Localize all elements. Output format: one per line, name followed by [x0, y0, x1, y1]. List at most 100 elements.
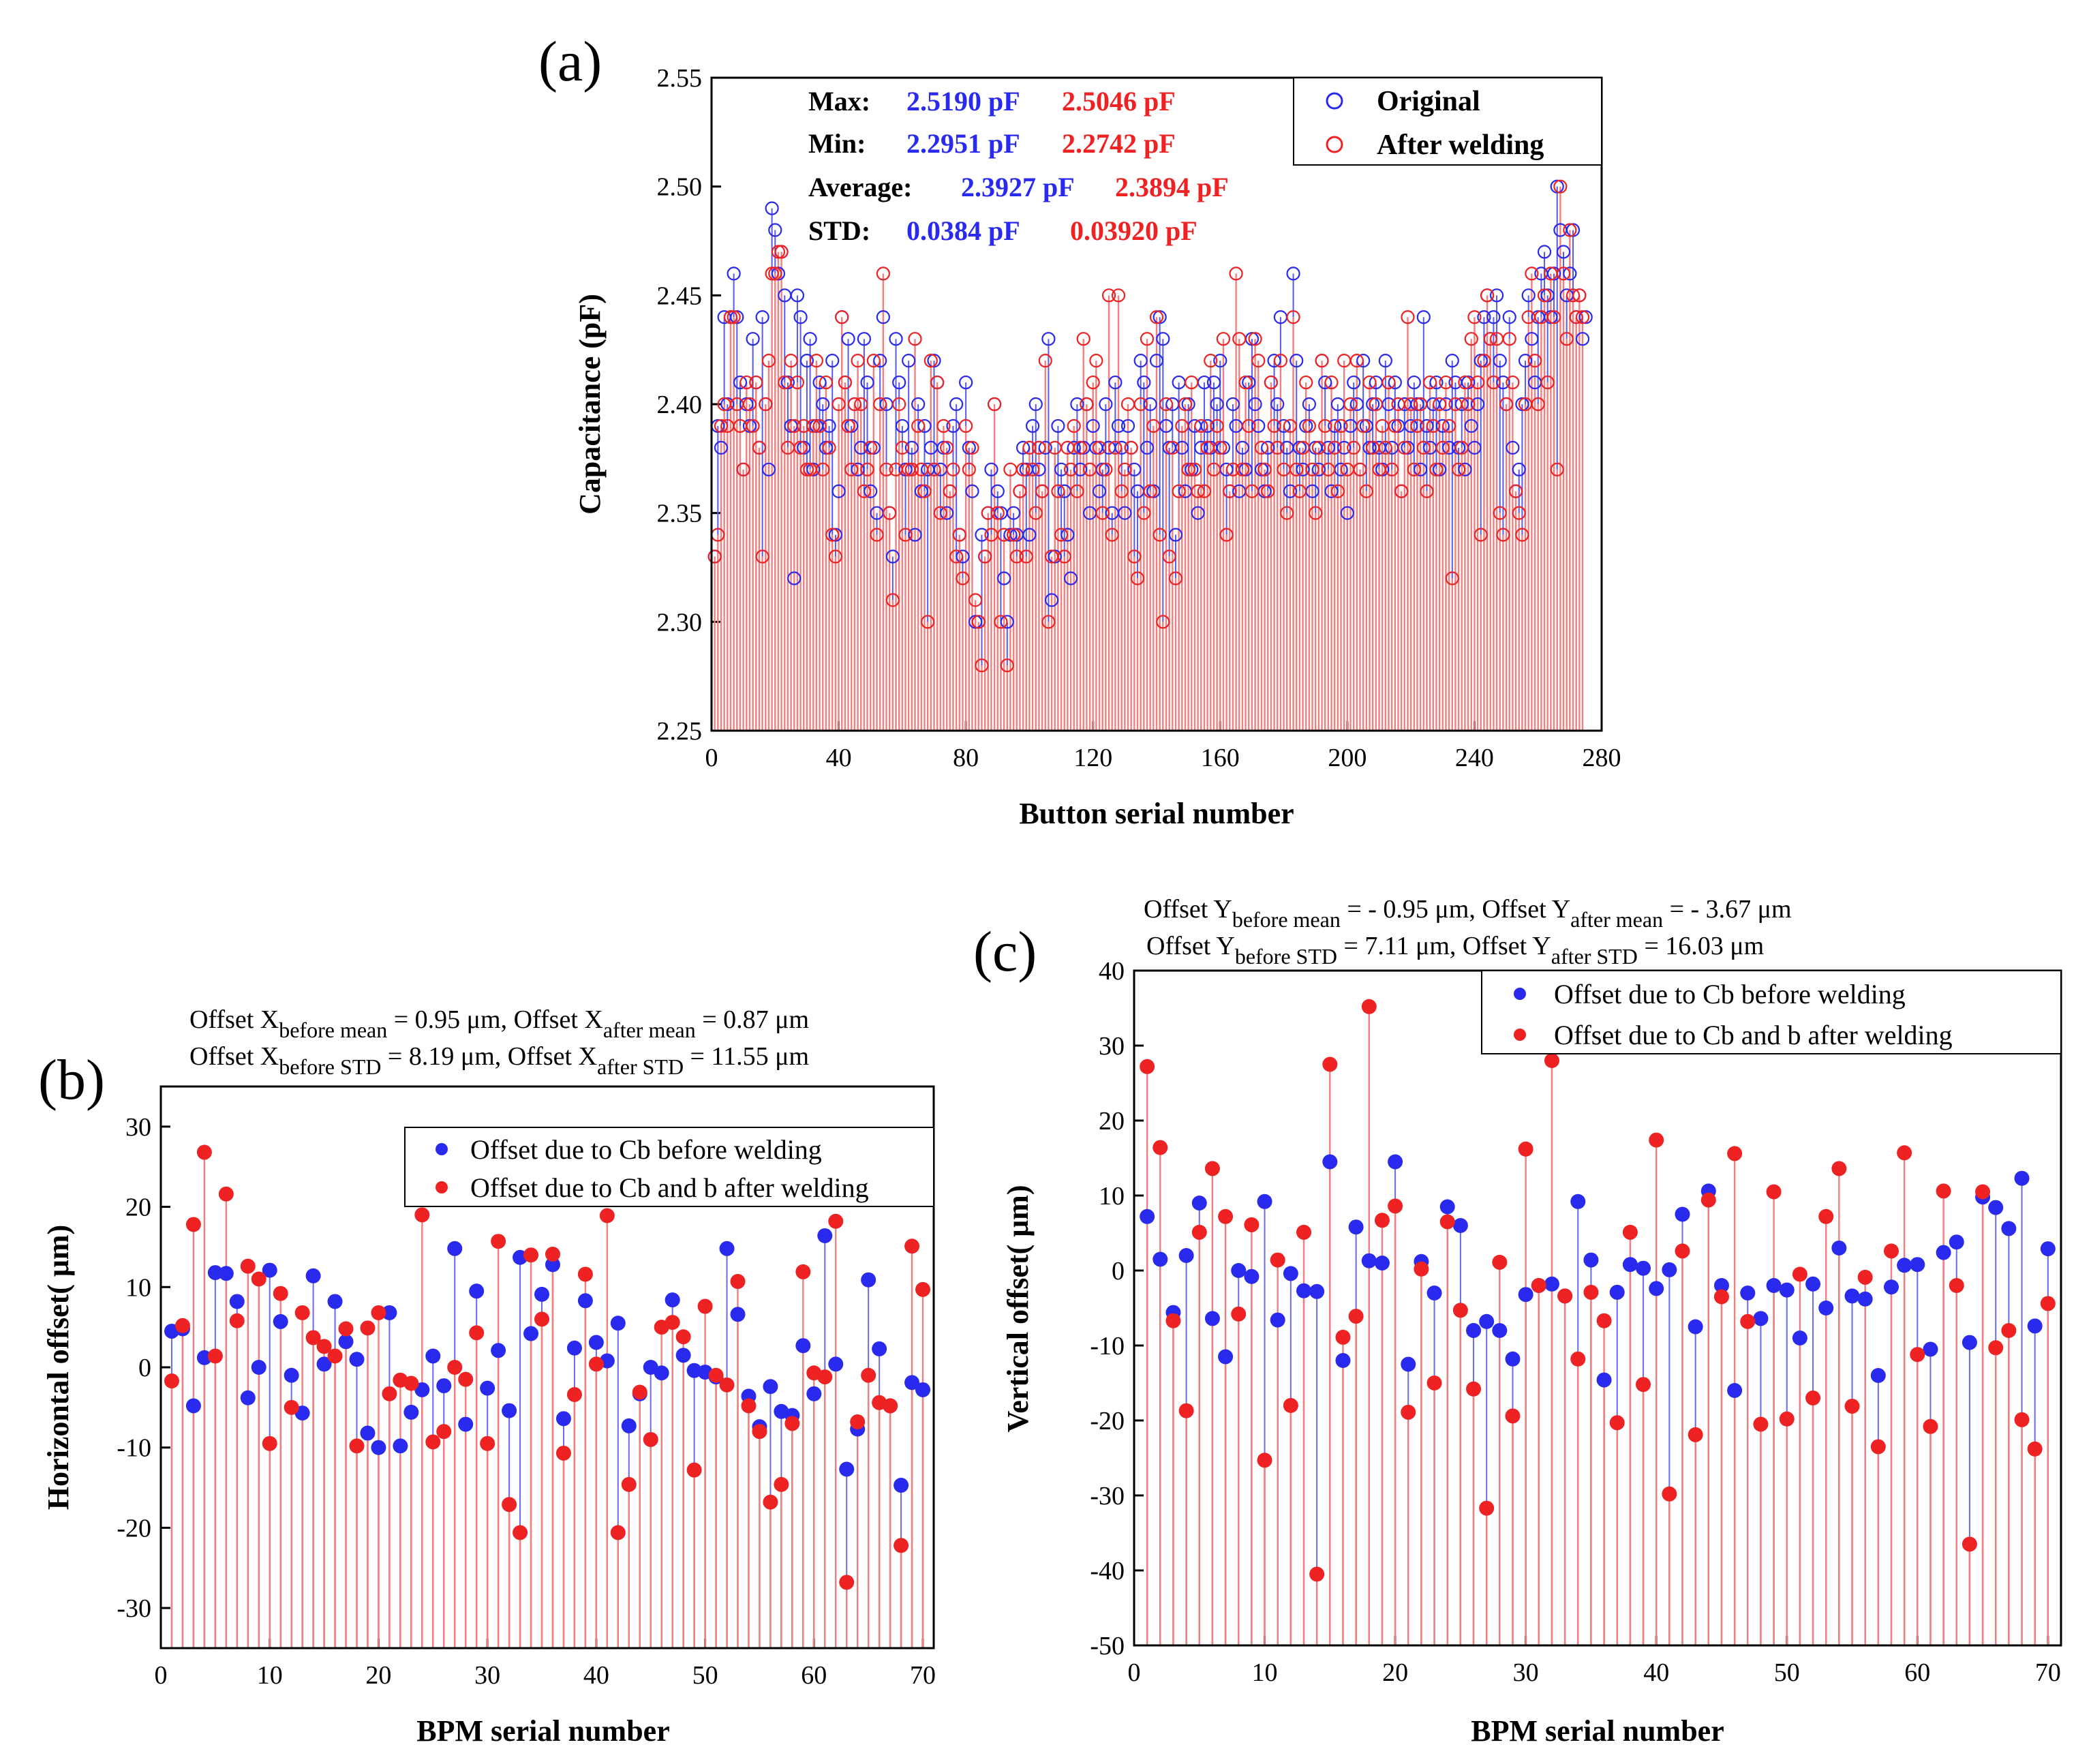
after-point: [911, 419, 926, 434]
original-point: [1299, 419, 1313, 434]
original-point: [1048, 549, 1062, 564]
original-point: [927, 354, 941, 368]
before-point: [1949, 1234, 1964, 1250]
original-point: [1022, 528, 1037, 542]
after-point: [1348, 1309, 1364, 1324]
original-point: [768, 223, 782, 237]
after-point: [1244, 1217, 1260, 1232]
legend-original-label: Original: [1377, 86, 1480, 117]
after-point: [1296, 1224, 1312, 1240]
after-point: [1362, 375, 1377, 390]
after-point: [327, 1348, 343, 1364]
after-point: [1388, 1198, 1403, 1214]
after-point: [1289, 462, 1304, 476]
after-point: [1070, 484, 1084, 498]
after-point: [1216, 332, 1231, 346]
after-point: [1675, 1243, 1690, 1259]
panel-b-xtick-label: 60: [801, 1661, 827, 1690]
before-point: [1583, 1252, 1599, 1268]
after-point: [1028, 506, 1043, 520]
original-point: [1518, 354, 1533, 368]
original-point: [739, 397, 754, 412]
after-point: [1035, 484, 1050, 498]
after-point: [1089, 354, 1103, 368]
after-point: [1270, 1252, 1285, 1268]
after-point: [1257, 462, 1272, 476]
original-point: [1251, 419, 1266, 434]
original-point: [1435, 419, 1450, 434]
original-point: [1296, 462, 1310, 476]
before-point: [904, 1375, 920, 1390]
after-point: [746, 419, 760, 434]
after-point: [1544, 1053, 1559, 1068]
after-point: [1080, 397, 1094, 412]
after-point: [1700, 1192, 1716, 1208]
original-point: [1349, 397, 1364, 412]
after-point: [1537, 288, 1552, 303]
min-original: 2.2951 pF: [906, 128, 1020, 159]
after-point: [797, 419, 811, 434]
panel-b-plot: 0 10 20 30 40 50 60 70 -30 -20 -10 0 10 20 30: [117, 1113, 936, 1690]
after-point: [1570, 1351, 1586, 1367]
panel-c-xtick-label: 20: [1382, 1658, 1408, 1687]
after-point: [1009, 549, 1024, 564]
stat-b1-s2: after mean: [603, 1018, 696, 1042]
after-point: [1349, 354, 1364, 368]
after-point: [1426, 419, 1440, 434]
before-point: [1740, 1286, 1756, 1301]
original-point: [908, 528, 922, 542]
before-point: [305, 1268, 321, 1283]
after-point: [940, 440, 954, 455]
before-point: [1727, 1383, 1743, 1398]
original-point: [904, 440, 919, 455]
original-point: [873, 354, 887, 368]
after-point: [1622, 1224, 1638, 1240]
panel-b-ytick-label: -10: [117, 1434, 151, 1463]
after-point: [741, 1398, 757, 1414]
after-point: [1140, 332, 1155, 346]
legend-after-marker: [1326, 136, 1343, 153]
before-point: [1492, 1323, 1508, 1338]
panel-c-xtick-label: 0: [1128, 1658, 1141, 1687]
after-point: [1168, 571, 1183, 586]
original-point: [902, 354, 916, 368]
after-point: [207, 1348, 223, 1364]
before-point: [577, 1293, 593, 1309]
original-point: [959, 375, 973, 390]
original-point: [755, 310, 769, 324]
original-point: [1356, 354, 1371, 368]
original-point: [1410, 397, 1424, 412]
original-point: [889, 332, 903, 346]
original-point: [936, 440, 951, 455]
before-point: [1936, 1245, 1951, 1260]
after-point: [185, 1217, 201, 1232]
after-point: [1101, 288, 1116, 303]
after-point: [480, 1435, 495, 1451]
original-point: [780, 375, 795, 390]
after-point: [895, 440, 909, 455]
original-point: [730, 310, 744, 324]
after-point: [577, 1266, 593, 1282]
original-point: [1210, 397, 1224, 412]
after-point: [1382, 375, 1396, 390]
after-point: [686, 1462, 702, 1478]
after-point: [1175, 419, 1189, 434]
original-point: [1286, 267, 1300, 281]
after-point: [513, 1525, 528, 1540]
panel-c-stats-std: Offset Ybefore STD = 7.11 μm, Offset Yaf…: [1146, 932, 1764, 969]
original-point: [1206, 375, 1221, 390]
after-point: [1727, 1146, 1743, 1161]
panel-c-xtick-label: 30: [1513, 1658, 1539, 1687]
after-point: [1156, 615, 1170, 629]
after-point: [1857, 1269, 1873, 1285]
after-point: [1105, 528, 1119, 542]
original-point: [1454, 397, 1469, 412]
original-point: [1452, 440, 1466, 455]
after-point: [1178, 1403, 1194, 1418]
after-point: [1219, 528, 1234, 542]
original-point: [733, 375, 748, 390]
after-point: [1527, 354, 1542, 368]
after-point: [1414, 1261, 1429, 1277]
after-point: [962, 462, 976, 476]
before-point: [839, 1461, 855, 1477]
